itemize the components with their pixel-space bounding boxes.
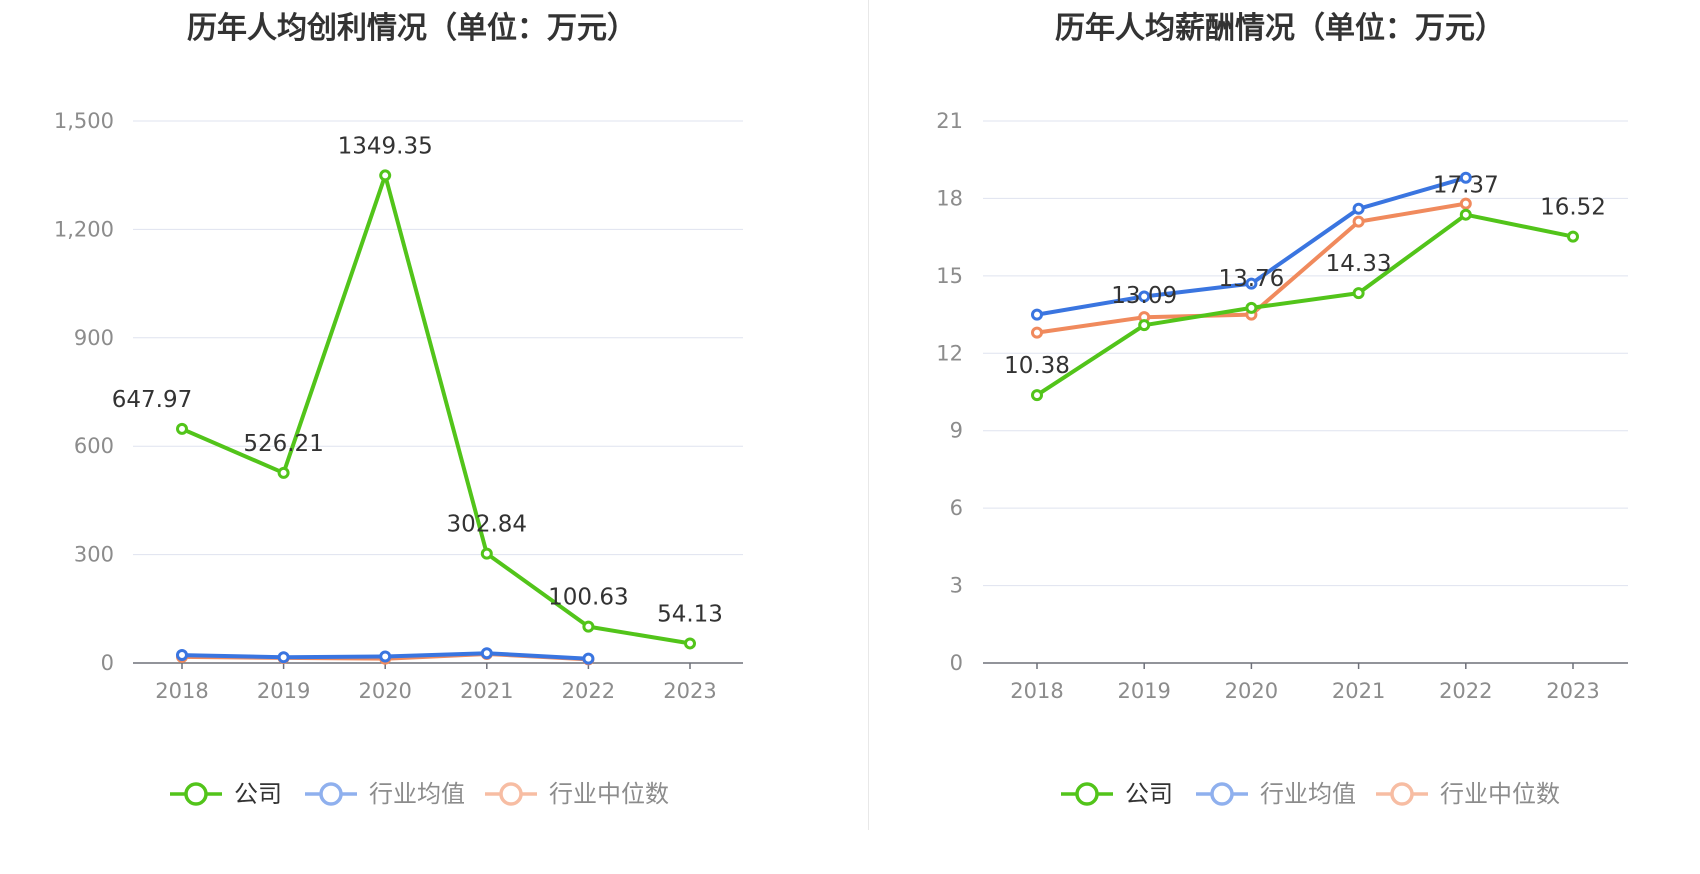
data-point-2 [1352,215,1365,228]
data-point-0 [582,620,595,633]
legend-marker [1390,782,1414,806]
x-tick-label: 2021 [1332,679,1385,703]
data-label: 16.52 [1540,195,1606,221]
chart-divider [868,0,869,830]
legend-label: 公司 [1125,780,1173,808]
data-point-1 [480,647,493,660]
x-tick-label: 2022 [1439,679,1492,703]
legend-marker [184,782,208,806]
data-label: 647.97 [112,387,192,413]
x-tick-label: 2020 [1225,679,1278,703]
data-point-0 [1352,287,1365,300]
data-label: 1349.35 [338,133,433,159]
x-tick-label: 2020 [358,679,411,703]
y-tick-label: 1,200 [54,217,114,241]
data-label: 302.84 [447,512,527,538]
y-tick-label: 9 [950,419,963,443]
x-tick-label: 2022 [562,679,615,703]
data-point-1 [1459,171,1472,184]
chart-title: 历年人均薪酬情况（单位：万元） [1055,11,1505,46]
data-point-1 [1245,277,1258,290]
series-line-0 [1035,212,1574,397]
y-tick-label: 12 [936,341,963,365]
salary-per-capita-chart: 历年人均薪酬情况（单位：万元） 0 3 6 9 12 15 18 21 2018 2019 2020 2… [936,11,1628,808]
x-tick-label: 2023 [663,679,716,703]
legend-label: 行业均值 [1260,780,1356,808]
data-point-0 [1245,301,1258,314]
data-point-2 [1031,326,1043,339]
y-tick-label: 0 [950,651,963,675]
data-point-0 [1567,230,1579,243]
legend-item-2: 行业中位数 [485,780,669,808]
data-point-0 [277,466,290,479]
legend-marker [1075,782,1099,806]
legend-item-1: 行业均值 [305,780,465,808]
legend-item-0: 公司 [170,780,282,808]
y-tick-label: 15 [936,264,963,288]
y-tick-label: 600 [74,434,114,458]
legend-marker [499,782,523,806]
y-tick-label: 0 [101,651,114,675]
x-tick-label: 2018 [155,679,208,703]
data-point-0 [1459,208,1472,221]
legend-item-1: 行业均值 [1196,780,1356,808]
legend-item-0: 公司 [1061,780,1173,808]
x-tick-label: 2021 [460,679,513,703]
y-tick-label: 18 [936,186,963,210]
data-point-0 [1138,319,1151,332]
y-tick-label: 21 [936,109,963,133]
data-point-0 [176,422,188,435]
x-tick-label: 2018 [1010,679,1063,703]
legend-label: 行业中位数 [1440,780,1560,808]
y-tick-label: 900 [74,326,114,350]
data-label: 13.09 [1111,283,1177,309]
y-tick-label: 1,500 [54,109,114,133]
data-label: 10.38 [1004,353,1070,379]
data-point-2 [1459,197,1472,210]
x-tick-label: 2019 [1117,679,1170,703]
x-tick-label: 2023 [1546,679,1599,703]
data-label: 17.37 [1433,173,1499,199]
legend-label: 行业中位数 [549,780,669,808]
data-label: 526.21 [243,431,323,457]
data-point-0 [480,547,493,560]
chart-title: 历年人均创利情况（单位：万元） [187,11,637,46]
x-tick-label: 2019 [257,679,310,703]
data-point-0 [684,637,696,650]
y-tick-label: 6 [950,496,963,520]
data-point-1 [379,650,392,663]
data-point-1 [582,652,595,665]
data-label: 13.76 [1218,266,1284,292]
y-tick-label: 300 [74,543,114,567]
data-label: 54.13 [657,601,723,627]
data-point-1 [1031,308,1043,321]
data-point-0 [1031,389,1043,402]
legend-marker [1210,782,1234,806]
data-point-1 [277,651,290,664]
data-point-1 [1138,290,1151,303]
legend-label: 行业均值 [369,780,465,808]
y-tick-label: 3 [950,574,963,598]
data-point-0 [379,169,392,182]
legend-marker [319,782,343,806]
profit-per-capita-chart: 历年人均创利情况（单位：万元） 0 300 600 900 1,200 1,500 2018 2… [54,11,743,808]
series-line-0 [181,173,691,646]
data-label: 100.63 [548,585,628,611]
data-label: 14.33 [1326,251,1392,277]
data-point-1 [1352,202,1365,215]
data-point-1 [176,649,188,662]
legend-item-2: 行业中位数 [1376,780,1560,808]
legend-label: 公司 [234,780,282,808]
